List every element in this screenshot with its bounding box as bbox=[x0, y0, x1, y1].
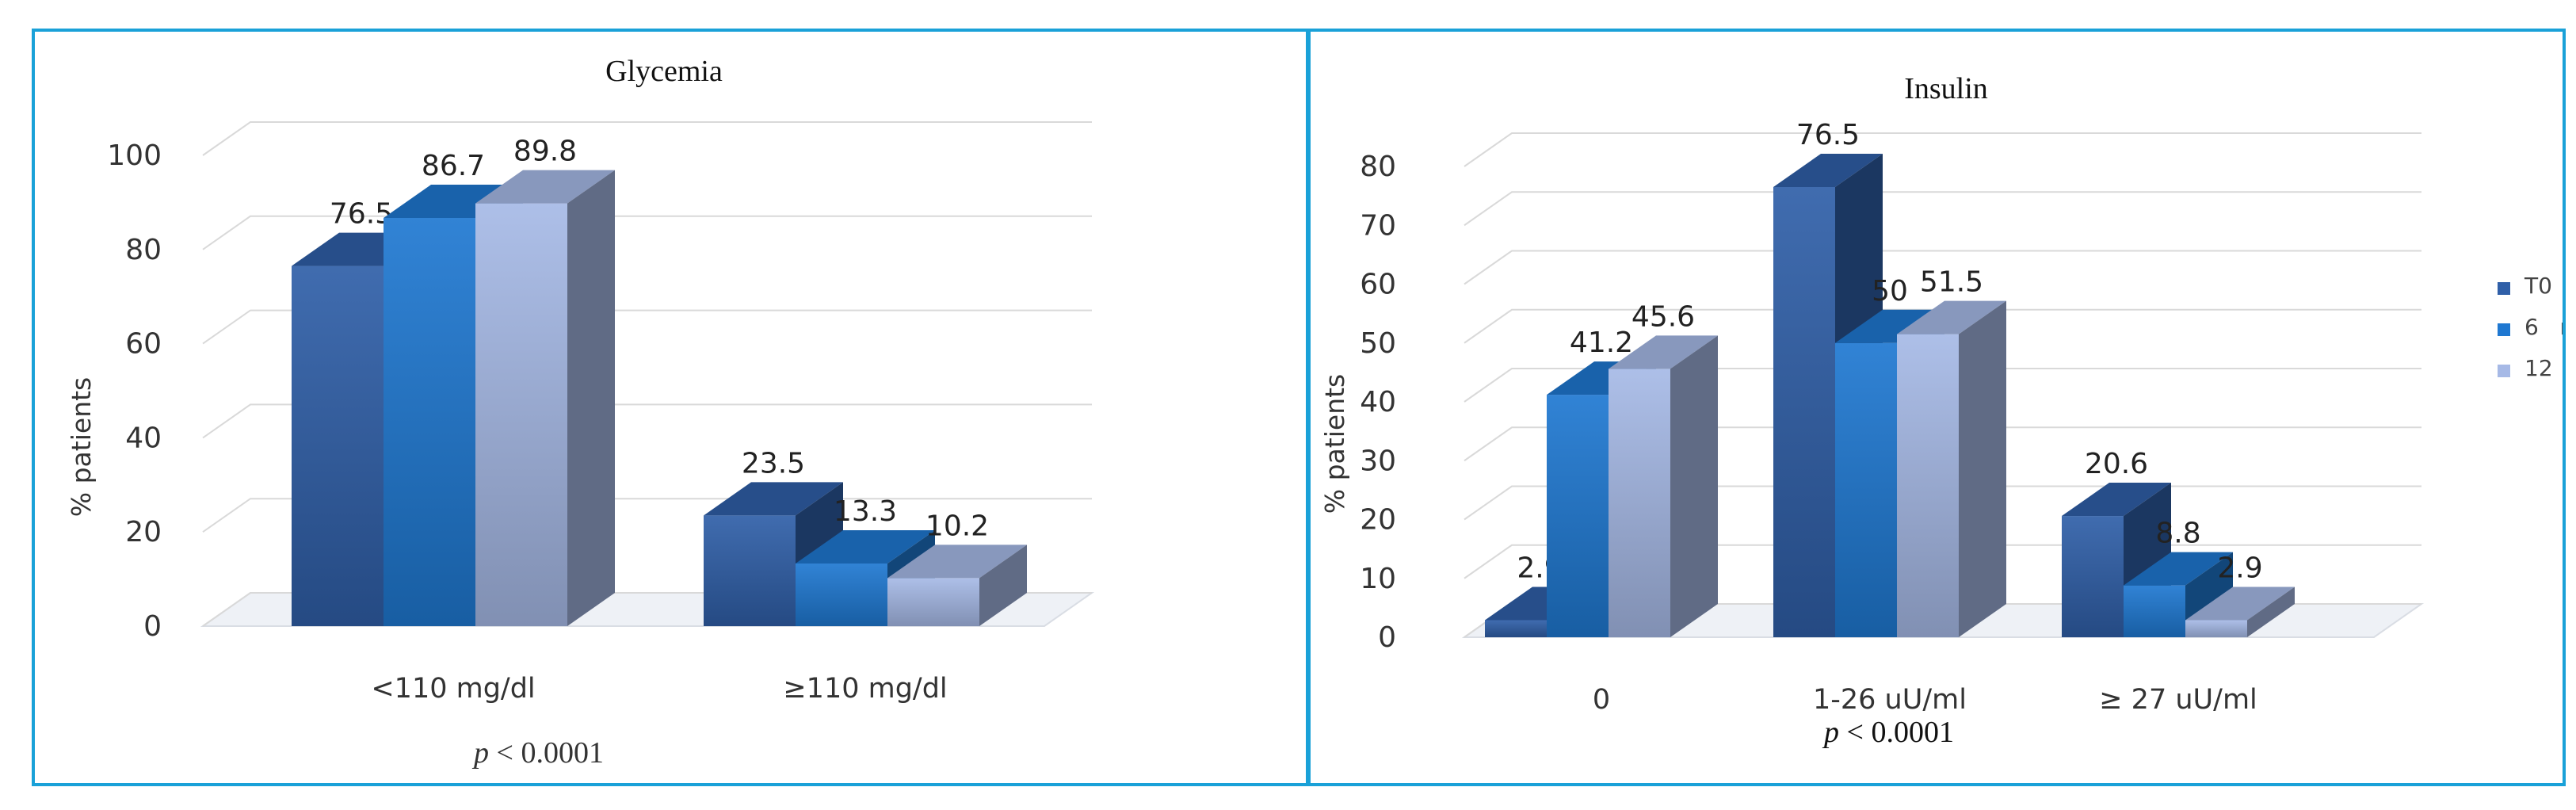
gridline bbox=[1464, 426, 2421, 462]
gridline bbox=[1464, 250, 2421, 285]
gridline bbox=[202, 309, 1092, 345]
gridline bbox=[202, 403, 1092, 439]
data-label: 8.8 bbox=[2155, 518, 2200, 550]
bar bbox=[887, 544, 1027, 626]
y-tick-label: 0 bbox=[1378, 621, 1396, 654]
data-label: 86.7 bbox=[422, 150, 485, 182]
legend-label: T0 bbox=[2524, 273, 2552, 299]
data-label: 51.5 bbox=[1920, 266, 1983, 299]
data-label: 20.6 bbox=[2085, 448, 2148, 480]
y-tick-label: 0 bbox=[143, 610, 162, 643]
y-axis-label: % patients bbox=[66, 377, 97, 517]
p-value-note: p < 0.0001 bbox=[471, 736, 604, 770]
gridline bbox=[202, 121, 1092, 156]
y-tick-label: 10 bbox=[1360, 563, 1396, 595]
y-tick-label: 30 bbox=[1360, 445, 1396, 477]
data-label: 50 bbox=[1872, 275, 1908, 308]
bar bbox=[475, 170, 615, 626]
bar bbox=[1897, 300, 2006, 637]
x-category-label: ≥110 mg/dl bbox=[783, 673, 947, 705]
gridline bbox=[1464, 368, 2421, 403]
y-tick-label: 40 bbox=[1360, 386, 1396, 418]
legend-label: 6 months bbox=[2524, 314, 2563, 340]
legend-label: 12 months bbox=[2524, 355, 2563, 381]
y-tick-label: 70 bbox=[1360, 209, 1396, 242]
y-tick-label: 60 bbox=[1360, 269, 1396, 301]
x-category-label: 0 bbox=[1593, 684, 1610, 716]
glycemia-chart: Glycemia % patients p < 0.0001 0 20 40 60 80… bbox=[66, 55, 1095, 770]
data-label: 41.2 bbox=[1570, 327, 1633, 359]
insulin-chart-panel: Insulin % patients p < 0.0001 0 10 20 30 40 5… bbox=[1307, 29, 2576, 786]
y-tick-label: 40 bbox=[125, 422, 162, 454]
chart-title: Glycemia bbox=[605, 55, 723, 88]
legend-swatch bbox=[2498, 282, 2510, 295]
gridline bbox=[1464, 191, 2421, 227]
bar bbox=[2185, 586, 2295, 637]
data-label: 89.8 bbox=[513, 136, 577, 168]
bar bbox=[1609, 335, 1718, 637]
legend-swatch bbox=[2498, 365, 2510, 377]
x-category-label: <110 mg/dl bbox=[371, 673, 535, 705]
glycemia-chart-panel: Glycemia % patients p < 0.0001 0 20 40 60 80… bbox=[32, 29, 1309, 786]
data-label: 76.5 bbox=[1796, 119, 1860, 151]
x-category-label: ≥ 27 uU/ml bbox=[2099, 684, 2257, 716]
y-axis-label: % patients bbox=[1319, 374, 1350, 514]
data-label: 13.3 bbox=[834, 495, 897, 528]
y-tick-label: 20 bbox=[1360, 504, 1396, 537]
y-tick-label: 100 bbox=[107, 139, 162, 172]
y-tick-label: 80 bbox=[125, 234, 162, 266]
gridline bbox=[1464, 132, 2421, 167]
y-tick-label: 50 bbox=[1360, 327, 1396, 360]
data-label: 2.9 bbox=[2217, 552, 2262, 584]
data-label: 10.2 bbox=[925, 510, 989, 542]
p-value-note: p < 0.0001 bbox=[1822, 716, 1954, 749]
chart-title: Insulin bbox=[1904, 72, 1988, 105]
y-tick-label: 20 bbox=[125, 516, 162, 548]
y-tick-label: 80 bbox=[1360, 151, 1396, 183]
data-label: 23.5 bbox=[742, 447, 805, 480]
data-label: 45.6 bbox=[1631, 300, 1695, 333]
gridline bbox=[202, 215, 1092, 250]
gridline bbox=[1464, 308, 2421, 344]
insulin-chart: Insulin % patients p < 0.0001 0 10 20 30 40 5… bbox=[1319, 72, 2576, 749]
data-label: 76.5 bbox=[330, 198, 393, 231]
legend-swatch bbox=[2498, 323, 2510, 336]
y-tick-label: 60 bbox=[125, 328, 162, 361]
x-category-label: 1-26 uU/ml bbox=[1813, 684, 1967, 716]
